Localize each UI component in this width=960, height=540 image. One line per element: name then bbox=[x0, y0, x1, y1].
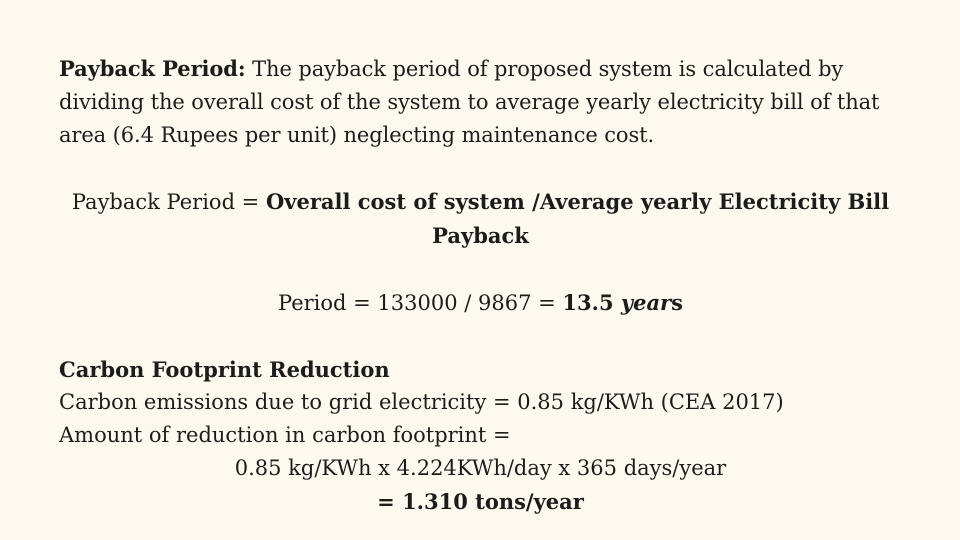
carbon-emissions-line: Carbon emissions due to grid electricity… bbox=[59, 390, 784, 414]
payback-result-unit: year bbox=[620, 290, 672, 315]
carbon-reduction-line: Amount of reduction in carbon footprint … bbox=[59, 423, 511, 447]
spacer bbox=[59, 253, 902, 286]
payback-description: The payback period of proposed system is… bbox=[59, 57, 880, 147]
payback-formula-cont: Payback bbox=[432, 223, 529, 248]
spacer bbox=[59, 152, 902, 185]
payback-formula-bold: Overall cost of system /Average yearly E… bbox=[265, 189, 890, 214]
payback-result-prefix: Period = 133000 / 9867 = bbox=[278, 291, 563, 315]
payback-result-value: 13.5 bbox=[562, 290, 621, 315]
carbon-result-value: 1.310 tons/year bbox=[402, 489, 584, 514]
payback-result: Period = 133000 / 9867 = 13.5 years bbox=[59, 286, 902, 320]
payback-label: Payback Period: bbox=[59, 56, 246, 81]
payback-result-unit-tail: s bbox=[671, 290, 683, 315]
payback-formula-prefix: Payback Period = bbox=[71, 190, 266, 214]
payback-formula-continuation: Payback bbox=[59, 219, 902, 253]
payback-paragraph: Payback Period: The payback period of pr… bbox=[59, 52, 902, 152]
carbon-heading: Carbon Footprint Reduction bbox=[59, 357, 390, 382]
spacer bbox=[59, 320, 902, 353]
carbon-result: = 1.310 tons/year bbox=[59, 485, 902, 519]
carbon-result-prefix: = bbox=[377, 489, 403, 514]
payback-formula: Payback Period = Overall cost of system … bbox=[59, 185, 902, 219]
carbon-calculation: 0.85 kg/KWh x 4.224KWh/day x 365 days/ye… bbox=[234, 456, 727, 480]
